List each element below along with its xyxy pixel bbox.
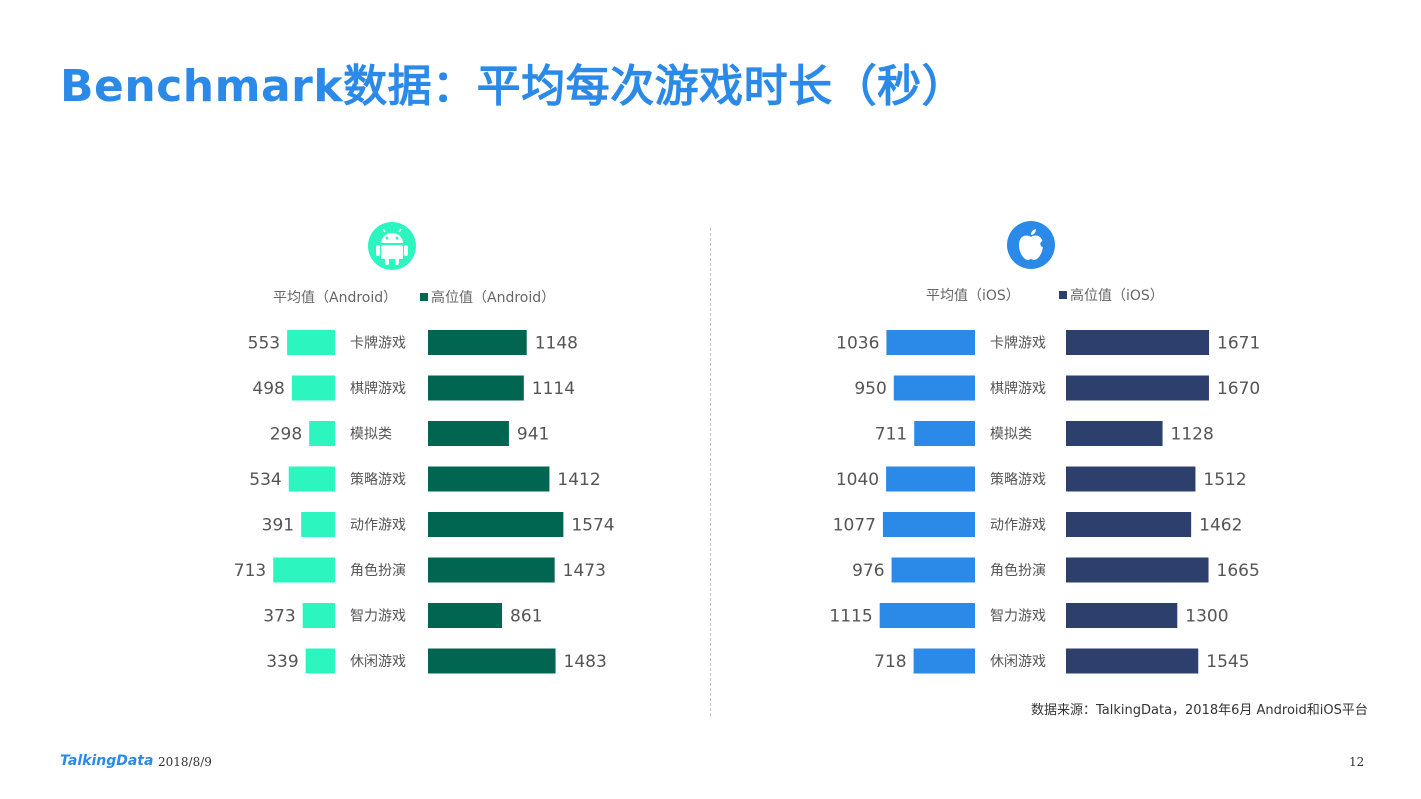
android-category-label: 智力游戏 [350, 609, 406, 625]
ios-high-bar [1066, 421, 1163, 446]
legend-android-avg: 平均值（Android） [273, 290, 398, 306]
android-avg-value-label: 339 [266, 652, 298, 672]
ios-avg-value-label: 718 [874, 652, 906, 672]
ios-high-bar [1066, 330, 1210, 355]
legend-ios-avg: 平均值（iOS） [926, 288, 1020, 304]
android-icon [368, 222, 416, 270]
ios-category-label: 棋牌游戏 [990, 380, 1046, 397]
apple-icon [1007, 221, 1055, 269]
legend-swatch-android-high [420, 293, 428, 301]
android-high-value-label: 1412 [557, 470, 600, 490]
ios-avg-bar [891, 557, 975, 583]
android-avg-value-label: 498 [252, 379, 284, 399]
android-avg-value-label: 713 [234, 561, 266, 581]
ios-high-value-label: 1671 [1217, 334, 1260, 354]
footer-brand-logo: TalkingData [60, 753, 154, 769]
page-title: Benchmark数据：平均每次游戏时长（秒） [60, 61, 967, 112]
ios-high-bar [1066, 557, 1209, 583]
android-high-bar [428, 557, 555, 583]
android-avg-bar [305, 648, 335, 674]
android-category-label: 角色扮演 [350, 562, 406, 579]
ios-avg-bar [893, 375, 975, 401]
ios-avg-bar [882, 512, 975, 537]
android-category-label: 棋牌游戏 [350, 380, 406, 397]
android-avg-bar [288, 466, 335, 492]
ios-category-label: 模拟类 [990, 427, 1032, 443]
ios-high-value-label: 1128 [1171, 425, 1214, 445]
ios-high-bar [1066, 648, 1199, 674]
legend-android-high: 高位值（Android） [420, 287, 555, 307]
android-avg-value-label: 553 [248, 334, 280, 354]
android-high-value-label: 1473 [563, 561, 606, 581]
android-high-value-label: 1483 [564, 652, 607, 672]
ios-high-value-label: 1670 [1217, 379, 1260, 399]
android-high-value-label: 941 [517, 425, 549, 445]
ios-high-value-label: 1462 [1199, 516, 1242, 536]
android-category-label: 策略游戏 [350, 471, 406, 488]
android-high-value-label: 861 [510, 607, 542, 627]
android-avg-bar [301, 512, 335, 537]
ios-high-bar [1066, 466, 1196, 492]
ios-avg-value-label: 950 [854, 379, 886, 399]
android-high-bar [428, 330, 527, 355]
legend-swatch-ios-high [1059, 291, 1067, 299]
ios-category-label: 卡牌游戏 [990, 335, 1046, 352]
ios-avg-bar [886, 466, 975, 492]
ios-high-value-label: 1512 [1203, 470, 1246, 490]
android-high-value-label: 1574 [571, 516, 614, 536]
ios-avg-value-label: 711 [875, 425, 907, 445]
ios-avg-value-label: 1040 [836, 470, 879, 490]
android-avg-value-label: 373 [263, 607, 295, 627]
source-note: 数据来源：TalkingData，2018年6月 Android和iOS平台 [1031, 703, 1368, 718]
page-number: 12 [1349, 755, 1365, 769]
android-high-bar [428, 421, 509, 446]
ios-avg-value-label: 1036 [836, 334, 879, 354]
legend-ios-high: 高位值（iOS） [1059, 285, 1164, 305]
android-category-label: 休闲游戏 [350, 654, 406, 670]
ios-category-label: 动作游戏 [990, 518, 1046, 534]
android-avg-bar [287, 330, 335, 355]
ios-high-bar [1066, 512, 1192, 537]
android-avg-bar [309, 421, 335, 446]
panel-divider [710, 228, 711, 716]
ios-avg-bar [879, 603, 975, 628]
ios-avg-value-label: 1115 [829, 607, 872, 627]
android-high-value-label: 1114 [532, 379, 575, 399]
android-avg-value-label: 391 [262, 516, 294, 536]
android-category-label: 模拟类 [350, 427, 392, 443]
android-high-bar [428, 512, 564, 537]
ios-high-value-label: 1545 [1206, 652, 1249, 672]
ios-avg-value-label: 976 [852, 561, 884, 581]
android-high-bar [428, 648, 556, 674]
ios-high-value-label: 1665 [1217, 561, 1260, 581]
android-high-bar [428, 466, 550, 492]
ios-high-bar [1066, 603, 1178, 628]
android-avg-bar [273, 557, 335, 583]
ios-category-label: 智力游戏 [990, 609, 1046, 625]
android-avg-value-label: 534 [249, 470, 281, 490]
footer-date: 2018/8/9 [158, 755, 212, 769]
android-high-bar [428, 375, 524, 401]
android-avg-bar [291, 375, 335, 401]
ios-category-label: 角色扮演 [990, 562, 1046, 579]
ios-avg-value-label: 1077 [833, 516, 876, 536]
ios-avg-bar [886, 330, 975, 355]
android-avg-value-label: 298 [270, 425, 302, 445]
android-avg-bar [302, 603, 335, 628]
ios-avg-bar [914, 421, 975, 446]
android-category-label: 卡牌游戏 [350, 335, 406, 352]
ios-high-value-label: 1300 [1185, 607, 1228, 627]
ios-high-bar [1066, 375, 1209, 401]
android-high-value-label: 1148 [535, 334, 578, 354]
ios-category-label: 策略游戏 [990, 471, 1046, 488]
android-high-bar [428, 603, 503, 628]
ios-avg-bar [913, 648, 975, 674]
android-category-label: 动作游戏 [350, 518, 406, 534]
ios-category-label: 休闲游戏 [990, 654, 1046, 670]
